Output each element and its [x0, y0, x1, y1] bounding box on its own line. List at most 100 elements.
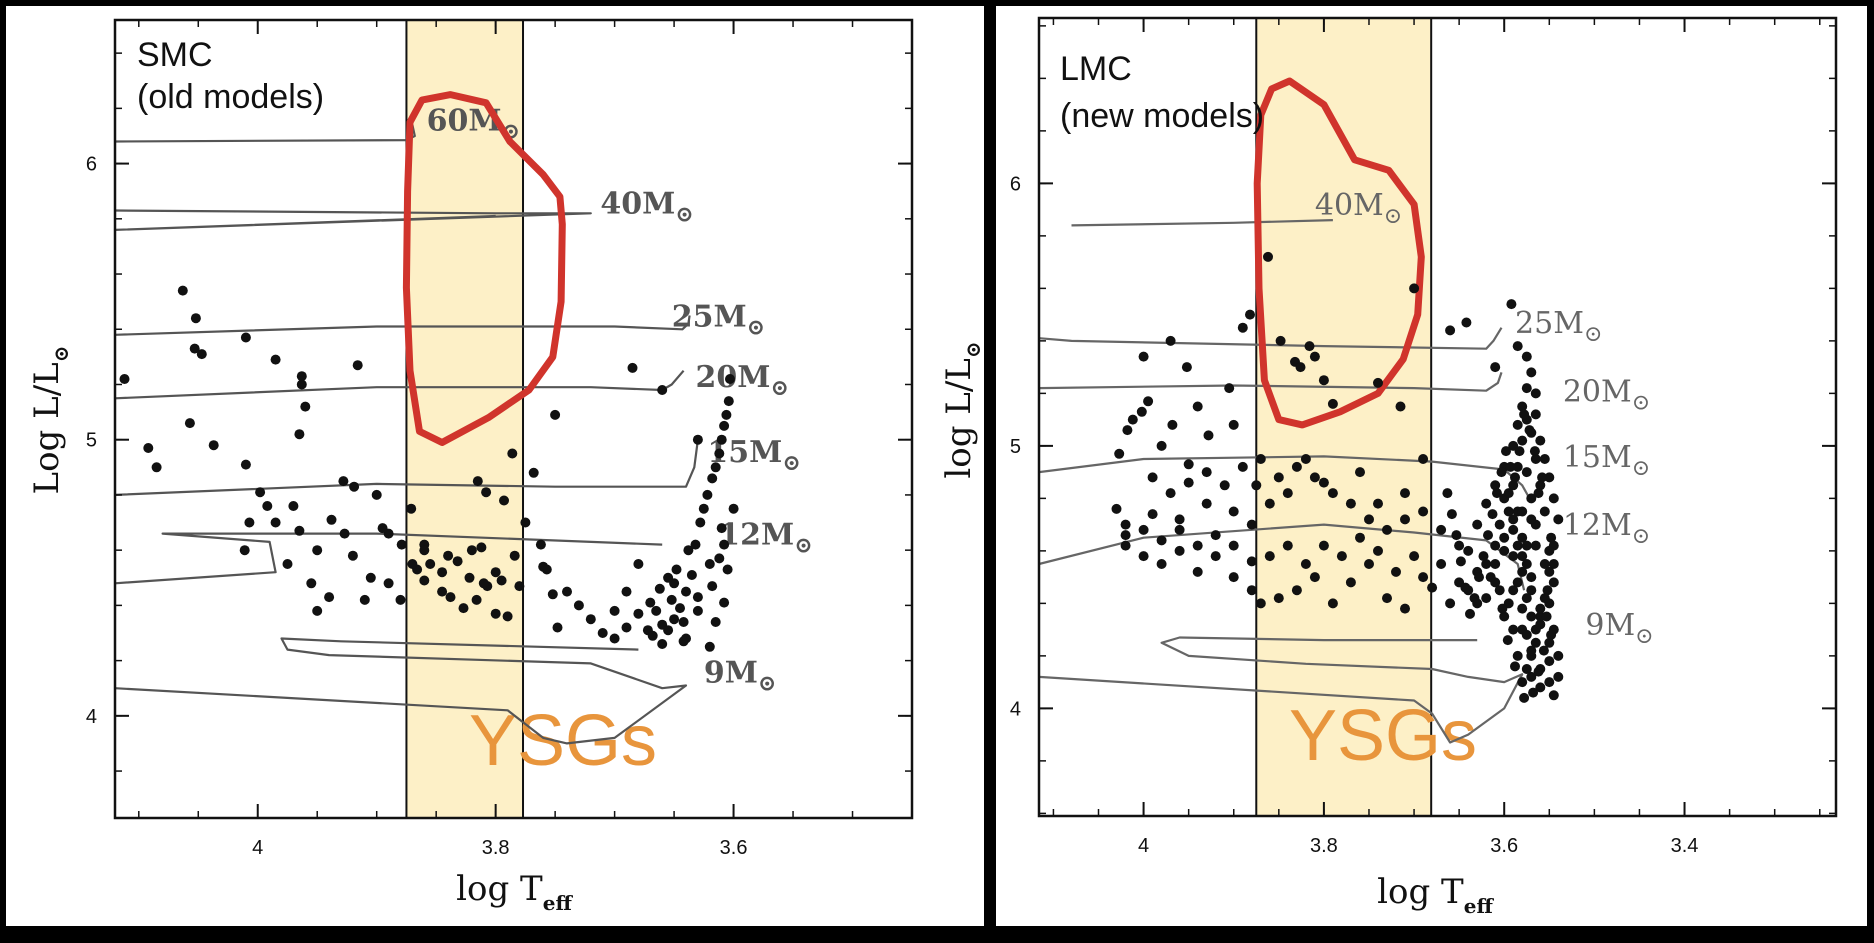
data-point	[1524, 425, 1535, 436]
data-point	[1345, 498, 1356, 509]
data-point	[1318, 540, 1329, 551]
data-point	[585, 614, 596, 625]
data-point	[1544, 656, 1555, 667]
data-point	[507, 448, 518, 459]
data-point	[1355, 532, 1365, 543]
data-point	[282, 559, 293, 569]
data-point	[692, 605, 703, 616]
data-point	[716, 523, 727, 534]
data-point	[1544, 545, 1555, 556]
data-point	[728, 503, 739, 514]
data-point	[1548, 493, 1559, 504]
data-point	[151, 462, 162, 473]
data-point	[240, 332, 251, 343]
data-point	[371, 489, 382, 500]
data-point	[645, 597, 656, 608]
data-point	[1300, 559, 1311, 569]
data-point	[1183, 477, 1194, 488]
data-point	[1544, 637, 1555, 648]
data-point	[1526, 585, 1537, 596]
data-point	[352, 360, 363, 371]
x-tick-label: 4	[1138, 835, 1149, 857]
data-point	[1345, 577, 1356, 588]
data-point	[1418, 454, 1429, 464]
data-point	[1382, 524, 1392, 535]
data-point	[1544, 677, 1555, 688]
data-point	[528, 467, 539, 478]
data-point	[1521, 467, 1532, 478]
data-point	[1174, 545, 1185, 556]
data-point	[1228, 540, 1239, 551]
data-point	[1264, 498, 1275, 509]
data-point	[725, 374, 735, 384]
data-point	[294, 429, 305, 440]
data-point	[1526, 645, 1537, 656]
data-point	[1526, 572, 1537, 583]
data-point	[1174, 514, 1185, 525]
data-point	[1165, 488, 1176, 499]
data-point	[1304, 341, 1315, 352]
data-point	[349, 481, 360, 492]
data-point	[686, 570, 697, 580]
data-point	[671, 564, 682, 575]
data-point	[722, 564, 733, 575]
data-point	[437, 567, 448, 578]
data-point	[1526, 671, 1537, 682]
data-point	[1512, 341, 1523, 352]
data-point	[1508, 480, 1519, 491]
data-point	[1514, 446, 1525, 457]
data-point	[1487, 509, 1498, 520]
data-point	[1474, 572, 1484, 583]
data-point	[621, 586, 632, 597]
data-point	[538, 561, 549, 572]
data-point	[1327, 398, 1338, 409]
data-point	[499, 495, 509, 506]
data-point	[1502, 635, 1513, 646]
data-point	[1535, 435, 1546, 446]
data-point	[396, 539, 407, 550]
data-point	[359, 594, 370, 605]
data-point	[692, 592, 703, 603]
data-point	[1553, 671, 1564, 682]
panel-title: SMC	[137, 36, 213, 74]
data-point	[1136, 406, 1147, 417]
data-point	[1192, 401, 1203, 412]
data-point	[514, 581, 525, 592]
data-point	[710, 462, 721, 473]
data-point	[1481, 593, 1492, 604]
data-point	[1521, 351, 1532, 362]
data-point	[1521, 664, 1532, 674]
data-point	[1512, 650, 1523, 661]
track-40m	[113, 209, 592, 231]
data-point	[1481, 559, 1492, 569]
data-point	[1165, 335, 1176, 346]
data-point	[347, 550, 358, 561]
data-point	[1517, 603, 1528, 614]
data-point	[1309, 472, 1320, 483]
data-point	[1530, 388, 1541, 399]
data-point	[1382, 593, 1392, 604]
data-point	[1461, 317, 1472, 328]
data-point	[1472, 519, 1483, 530]
data-point	[324, 592, 335, 603]
data-point	[552, 622, 563, 633]
data-point	[377, 523, 388, 534]
data-point	[1528, 687, 1539, 698]
data-point	[1446, 509, 1457, 520]
data-point	[478, 578, 489, 589]
data-point	[1535, 480, 1546, 491]
data-point	[1291, 461, 1302, 472]
ysg-region-outline	[402, 91, 566, 446]
data-point	[1499, 532, 1510, 543]
data-point	[1295, 362, 1306, 373]
data-point	[300, 401, 311, 412]
data-point	[702, 489, 713, 500]
ysg-label: YSGs	[1289, 696, 1477, 776]
data-point	[1526, 367, 1537, 378]
data-point	[1501, 446, 1511, 457]
data-point	[1485, 572, 1496, 583]
data-point	[1494, 519, 1505, 530]
